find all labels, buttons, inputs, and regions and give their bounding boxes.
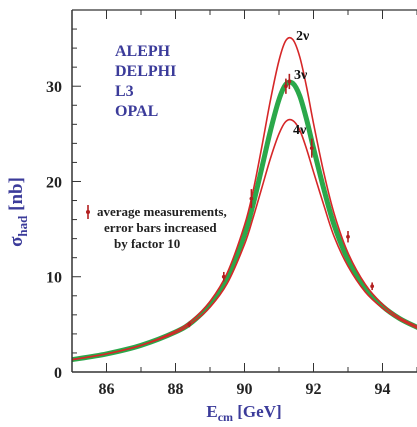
series-line-4nu <box>72 118 417 361</box>
y-axis-title-unit: [nb] <box>6 177 27 211</box>
y-tick-label: 20 <box>46 174 62 191</box>
series-label: 3ν <box>294 68 308 83</box>
x-axis-title: Ecm [GeV] <box>206 402 281 424</box>
series-label: 2ν <box>296 29 310 44</box>
x-tick-label: 88 <box>168 381 184 398</box>
experiment-label: DELPHI <box>115 63 176 80</box>
measurement-point <box>370 284 375 289</box>
measurement-point <box>309 146 314 151</box>
measurement-point <box>284 84 288 89</box>
x-axis-title-unit: [GeV] <box>237 402 281 421</box>
x-axis-title-main: E <box>206 402 217 421</box>
y-axis-title-sub: had <box>15 215 30 237</box>
measurement-point <box>187 322 192 327</box>
experiment-label: L3 <box>115 83 134 100</box>
experiment-label: OPAL <box>115 103 158 120</box>
y-tick-label: 10 <box>46 270 62 287</box>
y-tick-label: 0 <box>54 365 62 382</box>
x-tick-label: 94 <box>375 381 391 398</box>
x-tick-label: 92 <box>306 381 322 398</box>
legend-line: error bars increased <box>104 220 217 235</box>
labels-layer: ALEPH DELPHI L3 OPAL 2ν 3ν 4ν average measureme… <box>6 29 310 424</box>
measurement-point <box>249 196 254 201</box>
measurement-point <box>221 274 226 279</box>
x-tick-label: 90 <box>237 381 253 398</box>
x-tick-label: 86 <box>99 381 115 398</box>
curves-layer <box>72 36 417 363</box>
x-axis-title-sub: cm <box>218 410 233 424</box>
legend-line: by factor 10 <box>114 236 180 251</box>
axes-layer: 86 88 90 92 94 0 10 20 30 <box>46 9 417 398</box>
y-tick-label: 30 <box>46 79 62 96</box>
legend-marker <box>86 210 90 214</box>
series-label: 4ν <box>293 123 307 138</box>
y-axis-title: σhad [nb] <box>6 177 30 247</box>
measurement-point <box>346 234 350 239</box>
legend-line: average measurements, <box>97 204 227 219</box>
experiment-label: ALEPH <box>115 43 171 60</box>
measurements-layer <box>187 73 375 328</box>
y-axis-title-main: σ <box>6 236 27 247</box>
series-line-2nu <box>72 36 417 361</box>
measurement-point <box>287 79 292 84</box>
